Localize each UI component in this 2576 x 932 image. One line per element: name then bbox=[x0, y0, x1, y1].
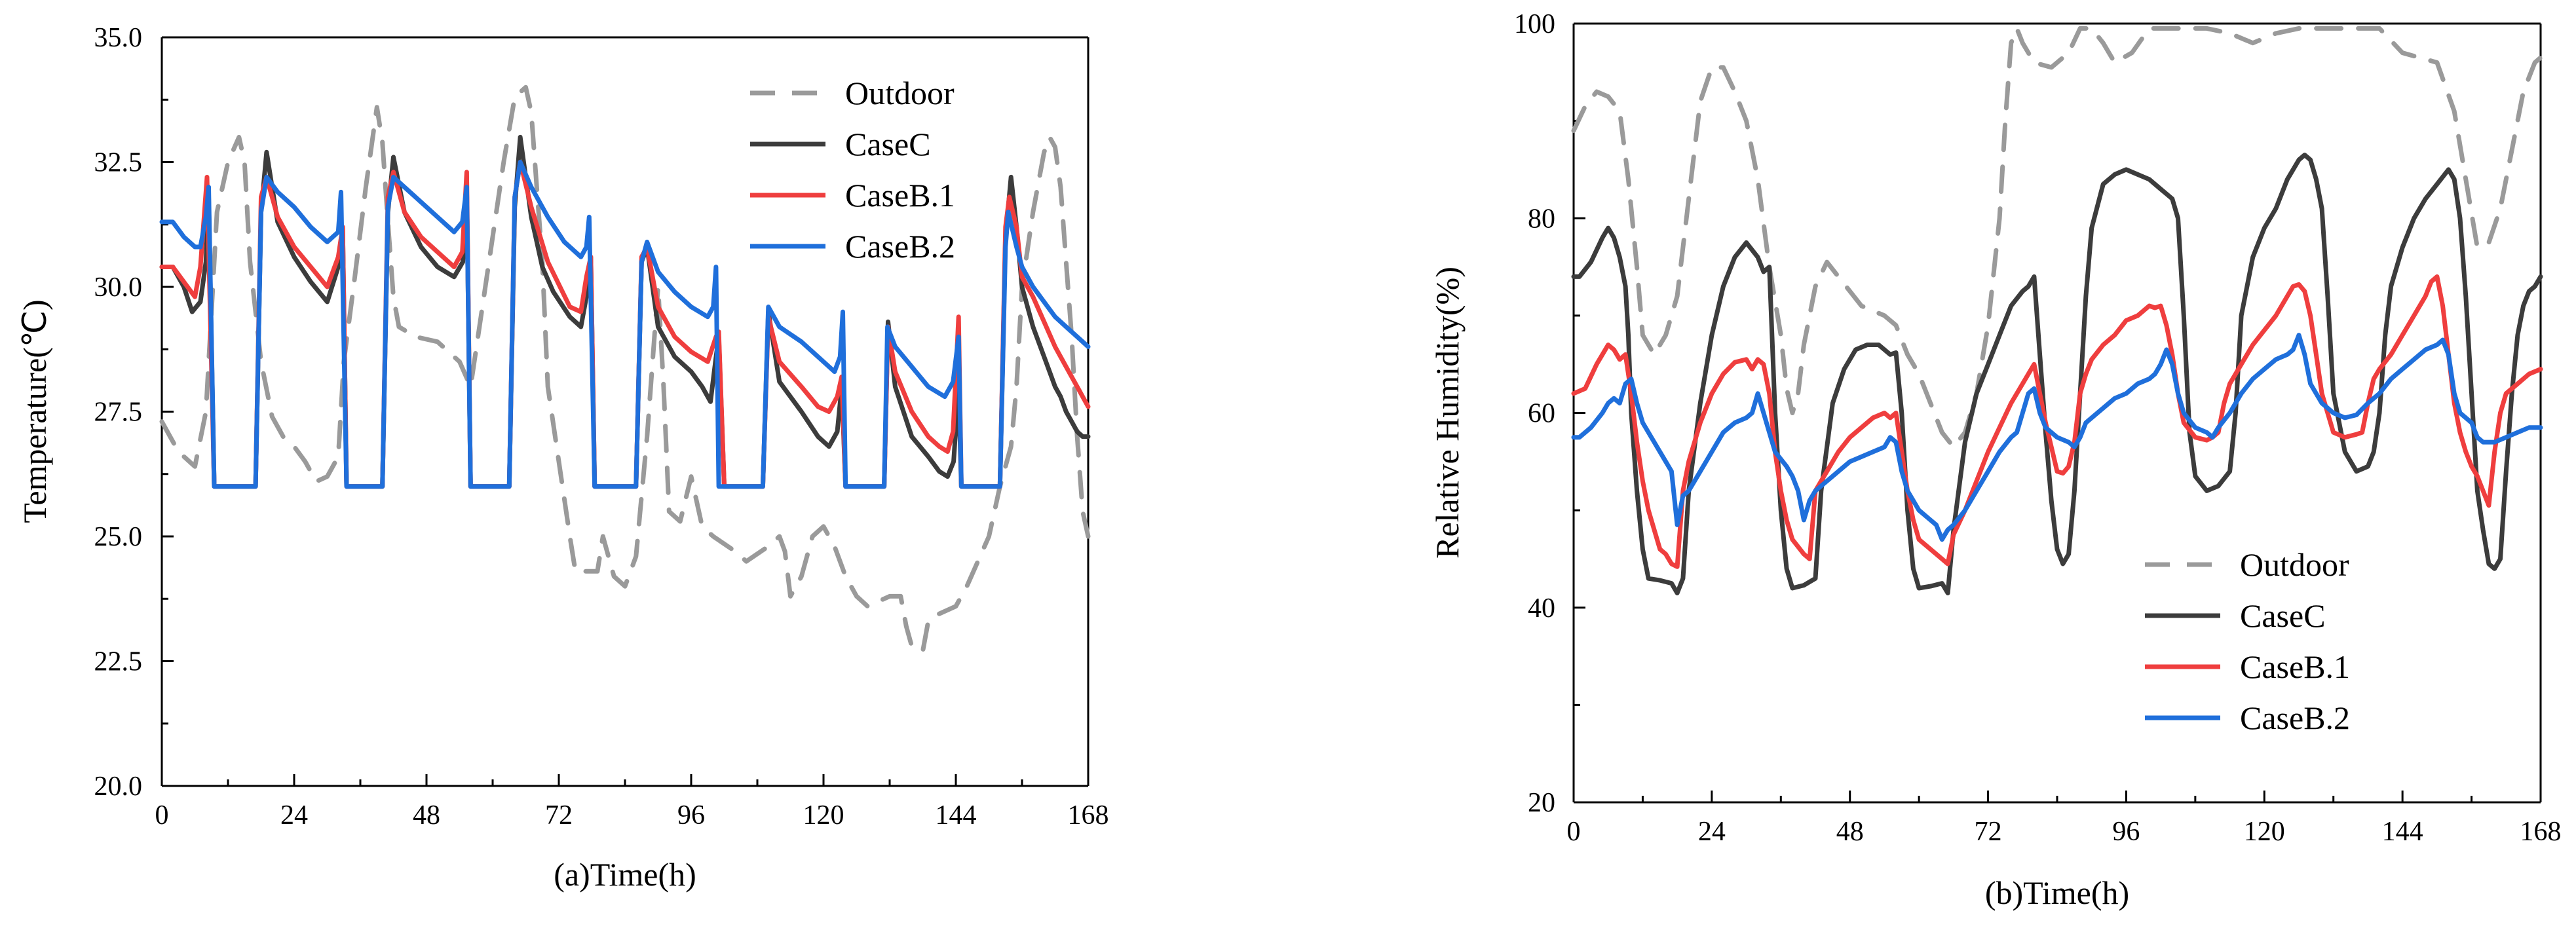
y-tick-label: 20 bbox=[1528, 788, 1555, 818]
series-lines bbox=[159, 84, 1091, 654]
legend-label: CaseC bbox=[845, 126, 931, 162]
x-tick-label: 0 bbox=[1567, 817, 1581, 847]
x-tick-label: 72 bbox=[545, 800, 573, 830]
x-tick-label: 0 bbox=[155, 800, 169, 830]
y-tick-label: 20.0 bbox=[94, 772, 143, 802]
series-line-caseb-2 bbox=[1571, 333, 2543, 542]
plot-area bbox=[1572, 22, 2542, 804]
temperature-chart: 0 24 48 72 96 120 144 168 20.0 22.5 25.0 27.5 30.0 32… bbox=[16, 23, 1109, 893]
legend-label: Outdoor bbox=[845, 75, 955, 111]
series-line-outdoor bbox=[1571, 26, 2543, 449]
y-axis-title: Temperature(℃) bbox=[16, 299, 53, 523]
y-tick-label: 22.5 bbox=[94, 647, 143, 677]
humidity-chart: 0 24 48 72 96 120 144 168 20 40 60 80 100 (b)Time(h)… bbox=[1429, 9, 2562, 911]
legend-label: Outdoor bbox=[2240, 546, 2349, 583]
y-tick-label: 25.0 bbox=[94, 522, 143, 552]
x-tick-label: 168 bbox=[1068, 800, 1109, 830]
y-tick-label: 60 bbox=[1528, 399, 1555, 429]
y-tick-label: 32.5 bbox=[94, 148, 143, 178]
y-tick-label: 100 bbox=[1514, 9, 1555, 39]
y-tick-label: 30.0 bbox=[94, 272, 143, 303]
x-tick-label: 24 bbox=[1698, 817, 1726, 847]
x-tick-label: 120 bbox=[2244, 817, 2285, 847]
y-tick-label: 80 bbox=[1528, 204, 1555, 234]
x-tick-label: 96 bbox=[2112, 817, 2140, 847]
legend-label: CaseB.1 bbox=[845, 177, 955, 214]
x-tick-label: 48 bbox=[1836, 817, 1864, 847]
legend: Outdoor CaseC CaseB.1 CaseB.2 bbox=[750, 75, 955, 265]
series-line-caseb-2 bbox=[159, 160, 1091, 489]
x-tick-label: 96 bbox=[677, 800, 705, 830]
x-tick-label: 168 bbox=[2520, 817, 2562, 847]
y-tick-label: 35.0 bbox=[94, 23, 143, 53]
series-line-caseb-1 bbox=[1571, 274, 2543, 569]
series-line-casec bbox=[1571, 153, 2543, 595]
axis-ticks: 0 24 48 72 96 120 144 168 20 40 60 80 100 bbox=[1514, 9, 2562, 847]
x-tick-label: 144 bbox=[2382, 817, 2423, 847]
legend-label: CaseB.1 bbox=[2240, 648, 2350, 685]
series-line-outdoor bbox=[159, 84, 1091, 654]
y-tick-label: 27.5 bbox=[94, 398, 143, 428]
legend-label: CaseC bbox=[2240, 597, 2326, 634]
legend: Outdoor CaseC CaseB.1 CaseB.2 bbox=[2145, 546, 2350, 736]
y-axis-title: Relative Humidity(%) bbox=[1429, 267, 1466, 559]
legend-label: CaseB.2 bbox=[845, 228, 955, 265]
y-tick-label: 40 bbox=[1528, 593, 1555, 624]
x-tick-label: 144 bbox=[936, 800, 977, 830]
legend-label: CaseB.2 bbox=[2240, 699, 2350, 736]
x-tick-label: 24 bbox=[280, 800, 308, 830]
x-axis-title: (a)Time(h) bbox=[554, 856, 696, 893]
x-tick-label: 72 bbox=[1975, 817, 2002, 847]
x-tick-label: 48 bbox=[413, 800, 440, 830]
x-axis-title: (b)Time(h) bbox=[1985, 874, 2129, 911]
plot-area bbox=[161, 36, 1089, 787]
series-lines bbox=[1571, 26, 2543, 595]
axis-ticks: 0 24 48 72 96 120 144 168 20.0 22.5 25.0 27.5 30.0 32… bbox=[94, 23, 1109, 830]
x-tick-label: 120 bbox=[803, 800, 844, 830]
